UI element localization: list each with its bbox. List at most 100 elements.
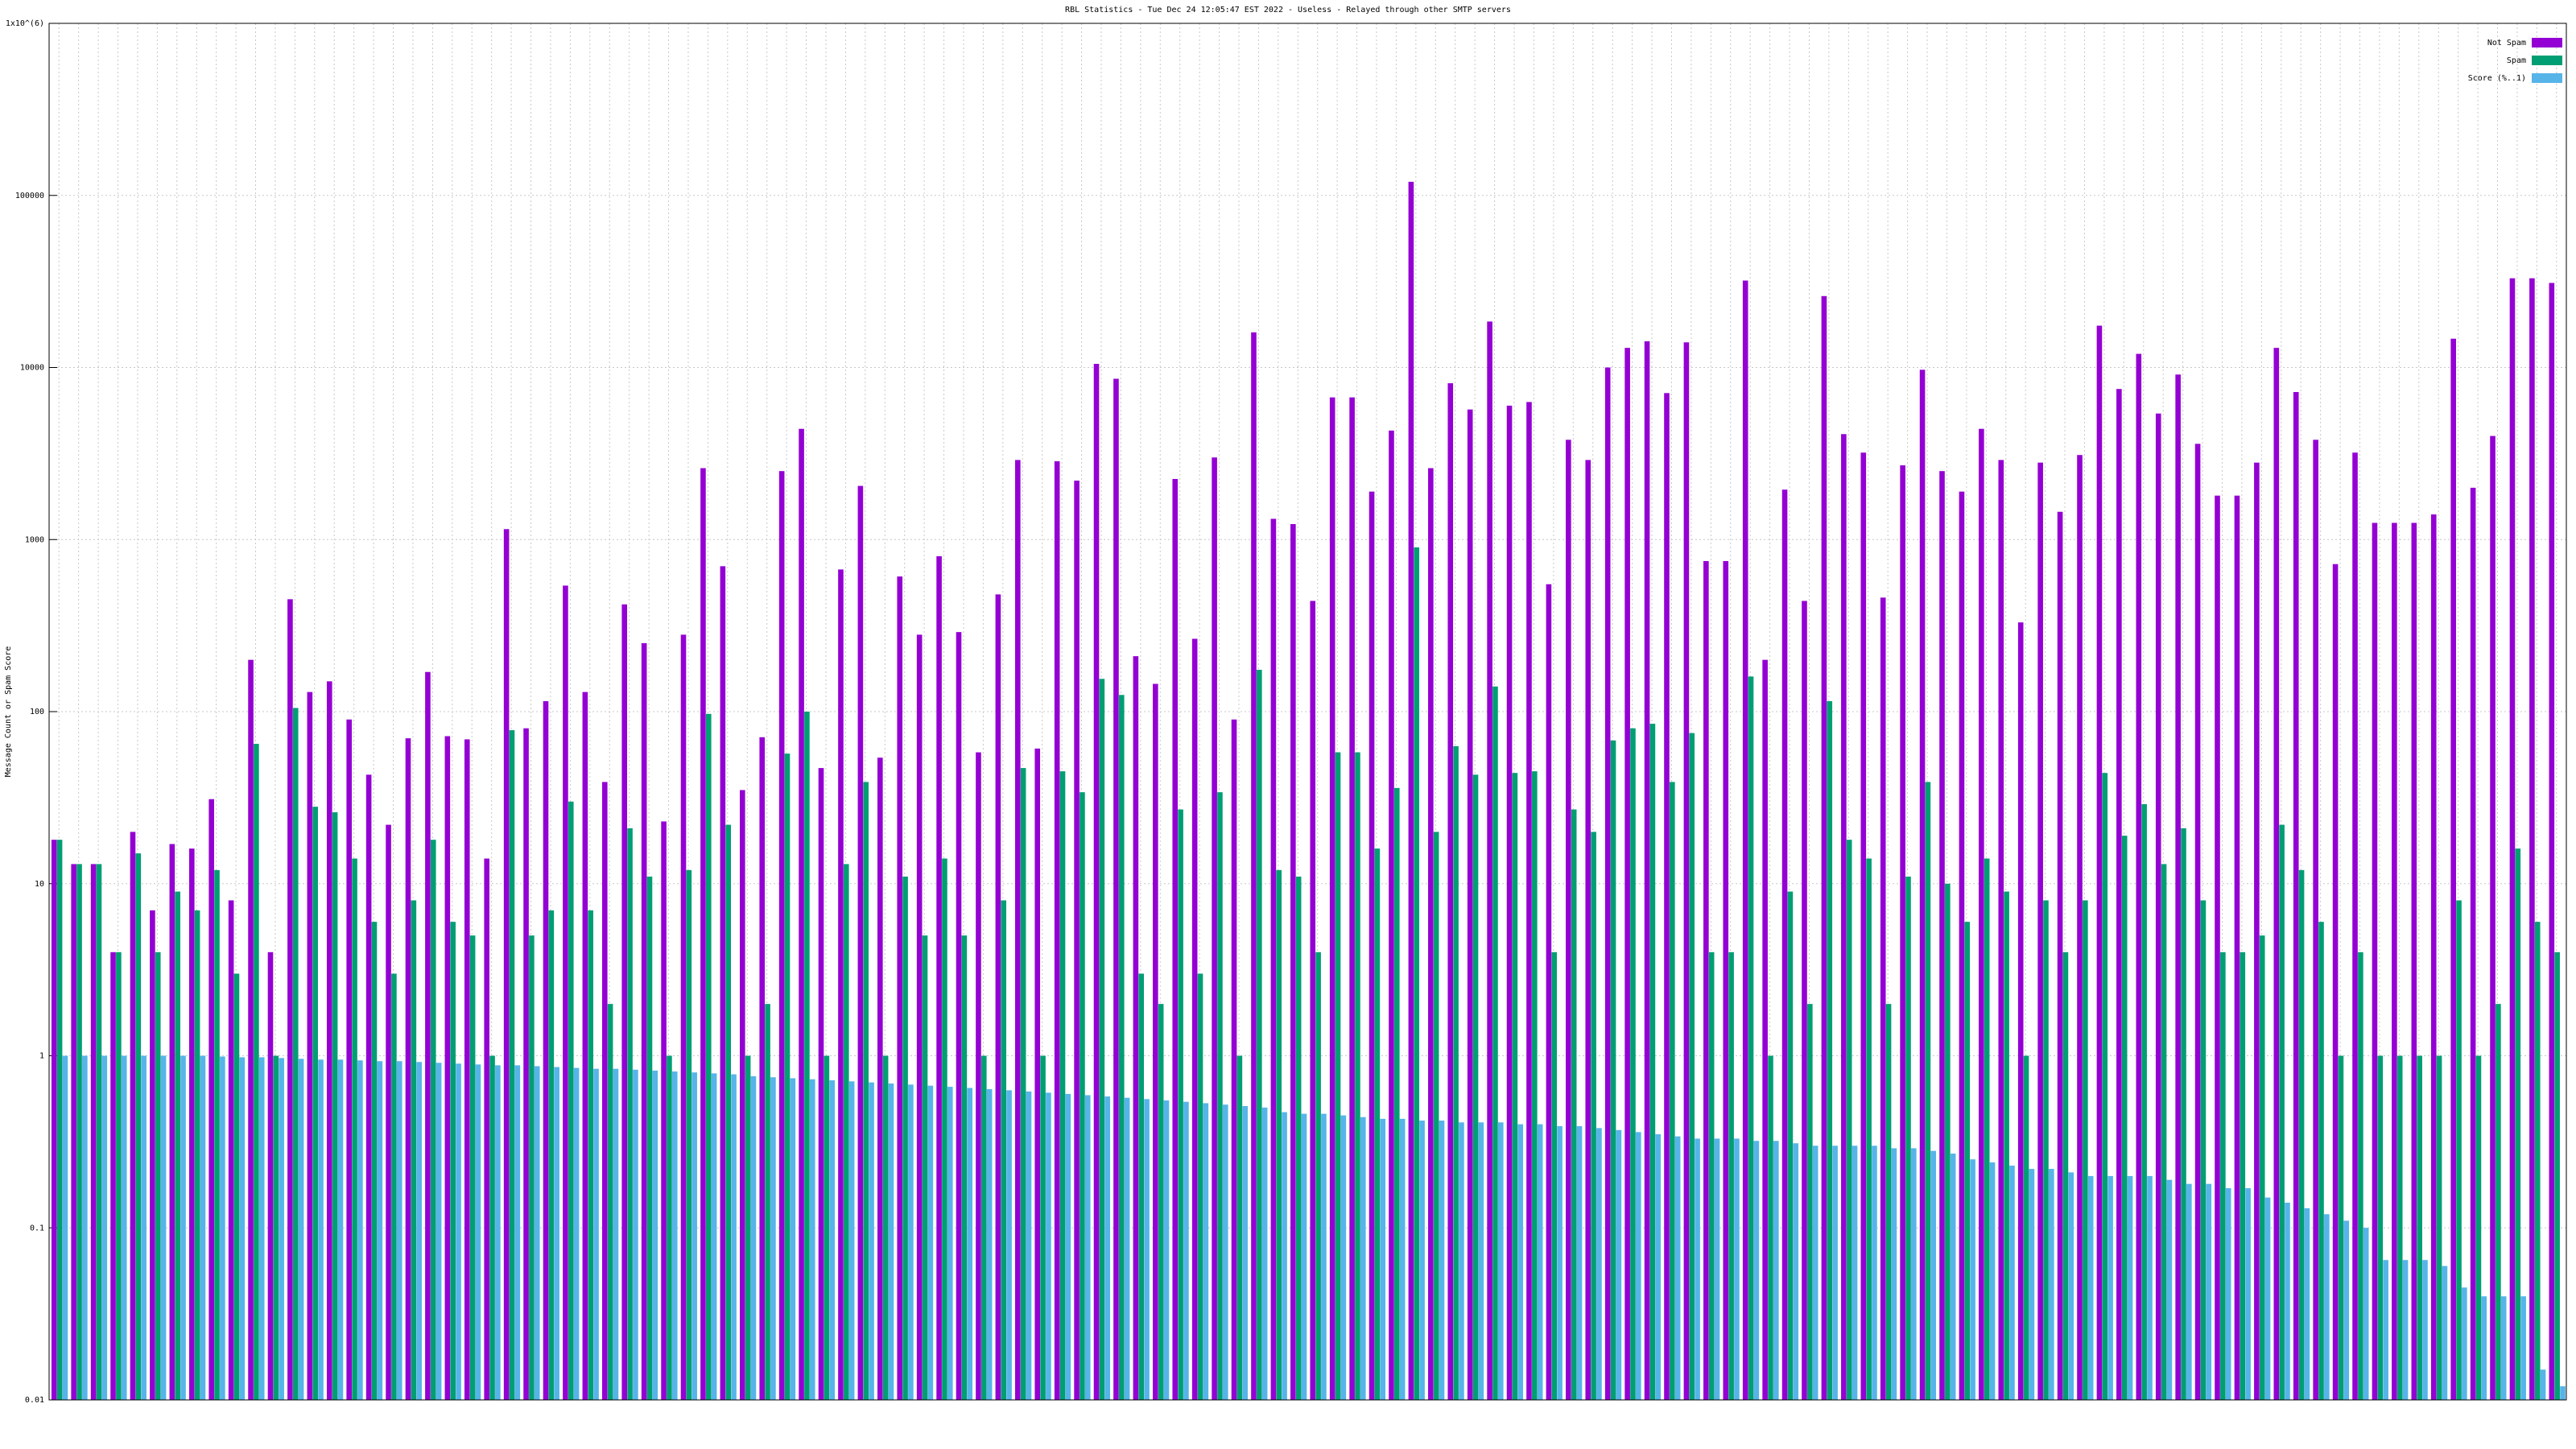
bar	[2009, 1165, 2015, 1400]
bar	[1001, 900, 1007, 1400]
bar	[705, 713, 712, 1400]
bar	[1026, 1091, 1032, 1400]
bar	[2456, 900, 2462, 1400]
bar	[778, 471, 785, 1400]
bar	[1084, 1095, 1091, 1400]
bar	[1616, 1129, 1622, 1400]
bar	[1964, 922, 1971, 1400]
bar	[1478, 1122, 1484, 1400]
bar	[194, 910, 200, 1400]
bar	[2259, 935, 2265, 1400]
bar	[416, 1062, 422, 1400]
bar	[2215, 495, 2220, 1400]
bar	[371, 922, 378, 1400]
bar	[444, 736, 451, 1400]
bar	[1428, 468, 1434, 1400]
y-tick-label: 1000	[25, 535, 44, 544]
bar	[2102, 773, 2108, 1400]
bar	[1714, 1138, 1720, 1400]
bar	[1742, 280, 1748, 1401]
bar	[601, 782, 608, 1400]
bar	[1793, 1143, 1799, 1400]
bar	[292, 708, 299, 1400]
bar	[700, 468, 706, 1400]
bar	[2509, 278, 2516, 1401]
bar	[1315, 952, 1321, 1400]
bar	[1576, 1125, 1583, 1400]
legend-swatch	[2532, 56, 2562, 65]
bar	[386, 824, 391, 1400]
y-axis-label: Message Count or Spam Score	[4, 646, 13, 778]
bar	[1807, 1004, 1813, 1400]
bar	[1203, 1103, 1209, 1400]
bar	[927, 1085, 934, 1400]
bar	[922, 935, 928, 1400]
bar	[686, 869, 692, 1400]
bar	[2392, 522, 2397, 1401]
bar	[1172, 478, 1179, 1401]
bar	[307, 691, 313, 1400]
bar	[514, 1065, 521, 1400]
bar	[1900, 465, 1905, 1400]
bar	[888, 1083, 894, 1400]
bar	[671, 1071, 678, 1400]
bar	[1734, 1138, 1740, 1400]
bar	[456, 1063, 461, 1400]
bar	[1394, 787, 1400, 1400]
y-tick-label: 100	[30, 708, 44, 716]
bar	[1557, 1125, 1563, 1400]
bar	[2127, 1175, 2133, 1400]
bar	[2293, 391, 2299, 1401]
bar	[2200, 900, 2207, 1400]
bar	[1124, 1097, 1130, 1400]
bar	[2496, 1004, 2501, 1400]
bar	[101, 1055, 108, 1400]
bar	[2166, 1179, 2173, 1400]
bar	[1270, 518, 1277, 1400]
bar	[1368, 491, 1375, 1400]
y-tick-label: 0.1	[30, 1224, 44, 1232]
bar	[607, 1004, 613, 1400]
bar	[1959, 491, 1965, 1400]
bar	[155, 952, 161, 1400]
bar	[1827, 701, 1833, 1400]
bar	[1414, 547, 1420, 1400]
bar	[1989, 1162, 1996, 1400]
bar	[2155, 413, 2161, 1400]
bar	[568, 801, 574, 1400]
bar	[627, 828, 633, 1400]
bar	[430, 840, 436, 1400]
bar	[503, 529, 510, 1400]
bar	[759, 737, 766, 1400]
bar	[1748, 676, 1754, 1400]
bar	[357, 1060, 363, 1400]
bar	[326, 681, 332, 1400]
bar	[396, 1061, 402, 1400]
bar	[2411, 522, 2417, 1401]
bar	[76, 864, 82, 1400]
bar	[1419, 1121, 1425, 1400]
bar	[298, 1059, 304, 1400]
bar	[2338, 1055, 2344, 1400]
bar	[1708, 952, 1715, 1400]
bar	[829, 1080, 835, 1400]
bar	[1596, 1128, 1602, 1400]
legend-swatch	[2532, 73, 2562, 83]
bar	[1512, 773, 1518, 1400]
bar	[2043, 900, 2049, 1400]
bar	[745, 1055, 751, 1400]
bar	[1979, 428, 1984, 1401]
bar	[2534, 922, 2541, 1400]
bar	[995, 594, 1001, 1400]
bar	[573, 1067, 580, 1400]
bar	[967, 1088, 972, 1400]
bar	[882, 1055, 889, 1400]
bar	[150, 910, 155, 1400]
bar	[1360, 1117, 1366, 1400]
bar	[1191, 638, 1198, 1400]
bar	[2352, 452, 2358, 1400]
bar	[1020, 768, 1026, 1400]
bar	[1670, 782, 1675, 1400]
bar	[2141, 803, 2147, 1400]
bar	[1178, 809, 1183, 1400]
